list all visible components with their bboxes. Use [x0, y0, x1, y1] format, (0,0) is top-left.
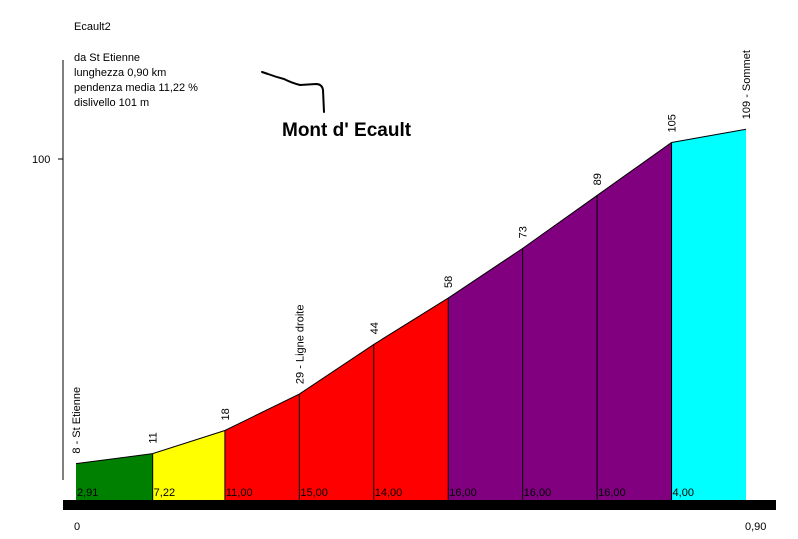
gradient-label: 16,00	[598, 487, 626, 499]
gradient-label: 16,00	[524, 487, 552, 499]
elevation-label: 58	[443, 276, 455, 288]
gradient-label: 7,22	[154, 487, 175, 499]
elevation-label: 18	[220, 408, 232, 420]
chart-title: Mont d' Ecault	[282, 120, 412, 141]
gradient-label: 16,00	[449, 487, 477, 499]
info-elevation-gain: dislivello 101 m	[74, 97, 149, 109]
segment-5	[373, 298, 449, 500]
y-tick-label: 100	[32, 154, 50, 166]
segment-7	[522, 195, 598, 500]
info-length: lunghezza 0,90 km	[74, 67, 166, 79]
file-label: Ecault2	[74, 21, 111, 33]
profile-outline	[75, 128, 747, 465]
elevation-label: 44	[369, 322, 381, 334]
segment-9	[671, 129, 746, 500]
segment-1	[76, 453, 153, 500]
segment-6	[448, 248, 523, 500]
segment-4	[299, 344, 374, 500]
gradient-label: 2,91	[77, 487, 98, 499]
gradient-label: 15,00	[300, 487, 328, 499]
x-start-label: 0	[74, 521, 80, 533]
dividers-layer	[75, 128, 747, 500]
gradient-label: 4,00	[673, 487, 694, 499]
point-labels-layer: 8 - St Etienne 11 18 29 - Ligne droite 44 58 7…	[71, 50, 753, 453]
info-start: da St Etienne	[74, 52, 140, 64]
elevation-label: 8 - St Etienne	[71, 387, 83, 454]
elevation-label: 109 - Sommet	[741, 50, 753, 119]
elevation-label: 73	[518, 226, 530, 238]
segment-8	[597, 142, 672, 501]
elevation-label: 29 - Ligne droite	[294, 305, 306, 385]
elevation-label: 11	[148, 432, 160, 443]
elevation-label: 89	[592, 173, 604, 185]
segment-3	[224, 394, 300, 500]
gradient-labels-layer: 2,91 7,22 11,00 15,00 14,00 16,00 16,00 16,00 4,…	[77, 487, 694, 499]
x-end-label: 0,90	[745, 521, 766, 533]
baseline-bar	[63, 500, 776, 510]
info-average-gradient: pendenza media 11,22 %	[74, 82, 198, 94]
gradient-label: 14,00	[375, 487, 403, 499]
elevation-label: 105	[667, 114, 679, 132]
squiggle-decoration	[261, 71, 325, 113]
gradient-label: 11,00	[226, 487, 253, 499]
